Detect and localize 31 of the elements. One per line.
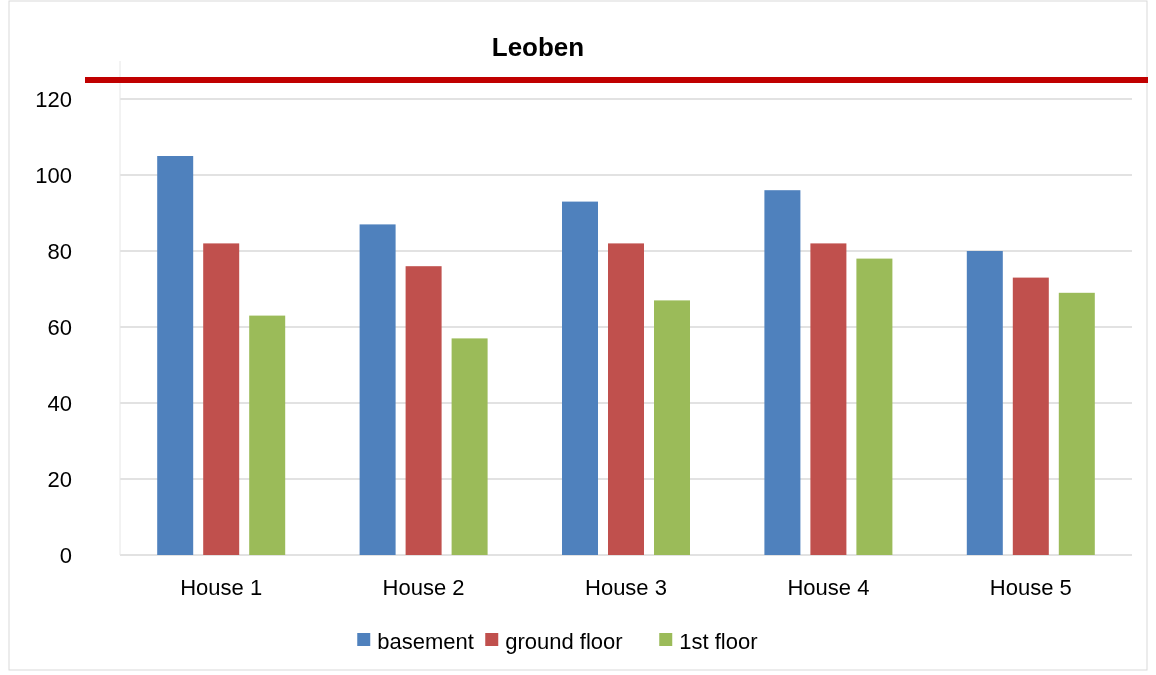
bar	[1012, 277, 1049, 555]
y-tick-label: 20	[47, 466, 72, 492]
bar	[157, 156, 194, 555]
chart-title: Leoben	[491, 32, 585, 62]
x-tick-label: House 4	[787, 575, 870, 600]
bar	[810, 243, 847, 555]
y-tick-label: 0	[59, 542, 72, 568]
bar	[1058, 292, 1095, 555]
bar	[249, 315, 286, 555]
y-tick-label: 100	[35, 162, 72, 188]
bar	[562, 201, 598, 555]
x-tick-label: House 2	[382, 575, 465, 600]
bar	[451, 338, 488, 555]
y-tick-label: 80	[47, 238, 72, 264]
bar	[359, 224, 396, 555]
bar	[608, 243, 644, 555]
y-tick-label: 60	[47, 314, 72, 340]
x-tick-label: House 3	[585, 575, 667, 600]
legend-label: 1st floor	[679, 628, 758, 654]
x-tick-label: House 1	[180, 575, 263, 600]
legend-label: basement	[377, 628, 474, 654]
bar	[654, 300, 690, 555]
bar	[405, 266, 442, 555]
y-tick-label: 120	[35, 86, 72, 112]
legend-label: ground floor	[505, 628, 623, 654]
y-tick-label: 40	[47, 390, 72, 416]
bar	[966, 251, 1003, 555]
x-tick-label: House 5	[989, 575, 1072, 600]
bar	[764, 190, 801, 555]
bar	[856, 258, 893, 555]
bar	[203, 243, 240, 555]
